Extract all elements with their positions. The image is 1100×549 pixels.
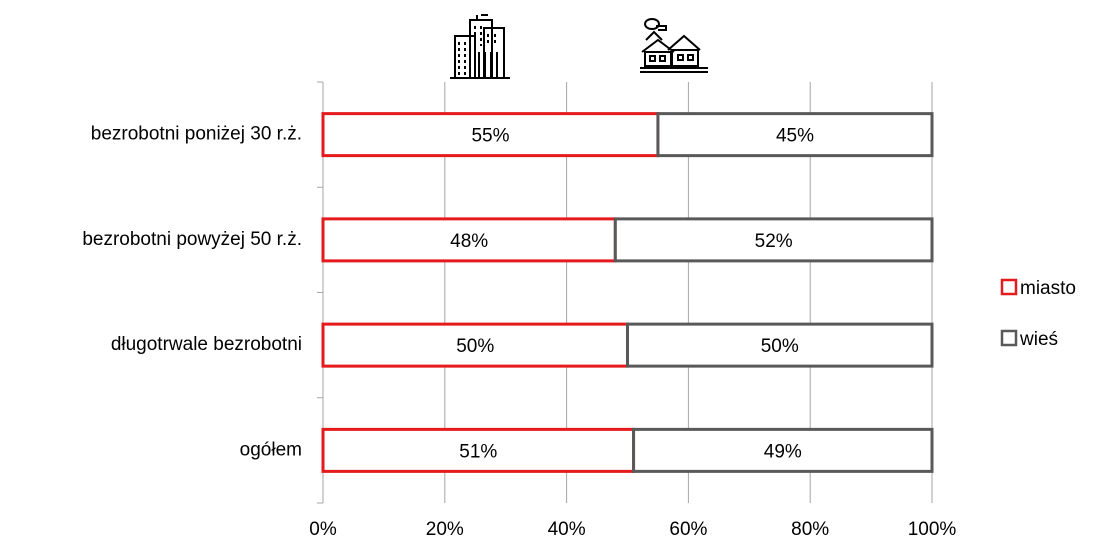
data-label: 50% (456, 336, 494, 357)
data-label: 45% (776, 126, 814, 147)
legend: miasto wieś (1000, 278, 1076, 350)
category-labels: bezrobotni poniżej 30 r.ż. bezrobotni pow… (82, 124, 302, 461)
data-label: 55% (471, 126, 509, 147)
category-label: bezrobotni poniżej 30 r.ż. (91, 124, 302, 145)
data-label: 51% (459, 441, 497, 462)
bar-wies (626, 322, 934, 368)
data-label: 49% (764, 441, 802, 462)
category-label: bezrobotni powyżej 50 r.ż. (82, 229, 302, 250)
data-label: 50% (761, 336, 799, 357)
x-tick-label: 0% (309, 519, 337, 540)
bars: 55% 45% 48% 52% 50% 50% 51% 49% (321, 112, 934, 473)
x-tick-label: 40% (548, 519, 586, 540)
x-tick-label: 20% (426, 519, 464, 540)
legend-swatch-miasto (1000, 278, 1018, 296)
category-label: ogółem (240, 439, 302, 460)
x-axis-tick-labels: 0% 20% 40% 60% 80% 100% (309, 519, 956, 540)
bar-miasto (321, 112, 660, 158)
bar-wies (613, 217, 934, 263)
data-label: 52% (755, 231, 793, 252)
data-label: 48% (450, 231, 488, 252)
village-houses-icon (640, 18, 708, 73)
x-tick-label: 80% (791, 519, 829, 540)
bar-miasto (321, 322, 629, 368)
bar-miasto (321, 427, 636, 473)
legend-label-wies: wieś (1019, 329, 1058, 350)
bar-wies (632, 427, 934, 473)
legend-label-miasto: miasto (1020, 278, 1076, 299)
legend-swatch-wies (1000, 329, 1018, 347)
category-label: długotrwale bezrobotni (111, 334, 302, 355)
x-tick-label: 100% (908, 519, 957, 540)
city-buildings-icon (450, 14, 510, 79)
x-tick-label: 60% (669, 519, 707, 540)
bar-wies (656, 112, 934, 158)
